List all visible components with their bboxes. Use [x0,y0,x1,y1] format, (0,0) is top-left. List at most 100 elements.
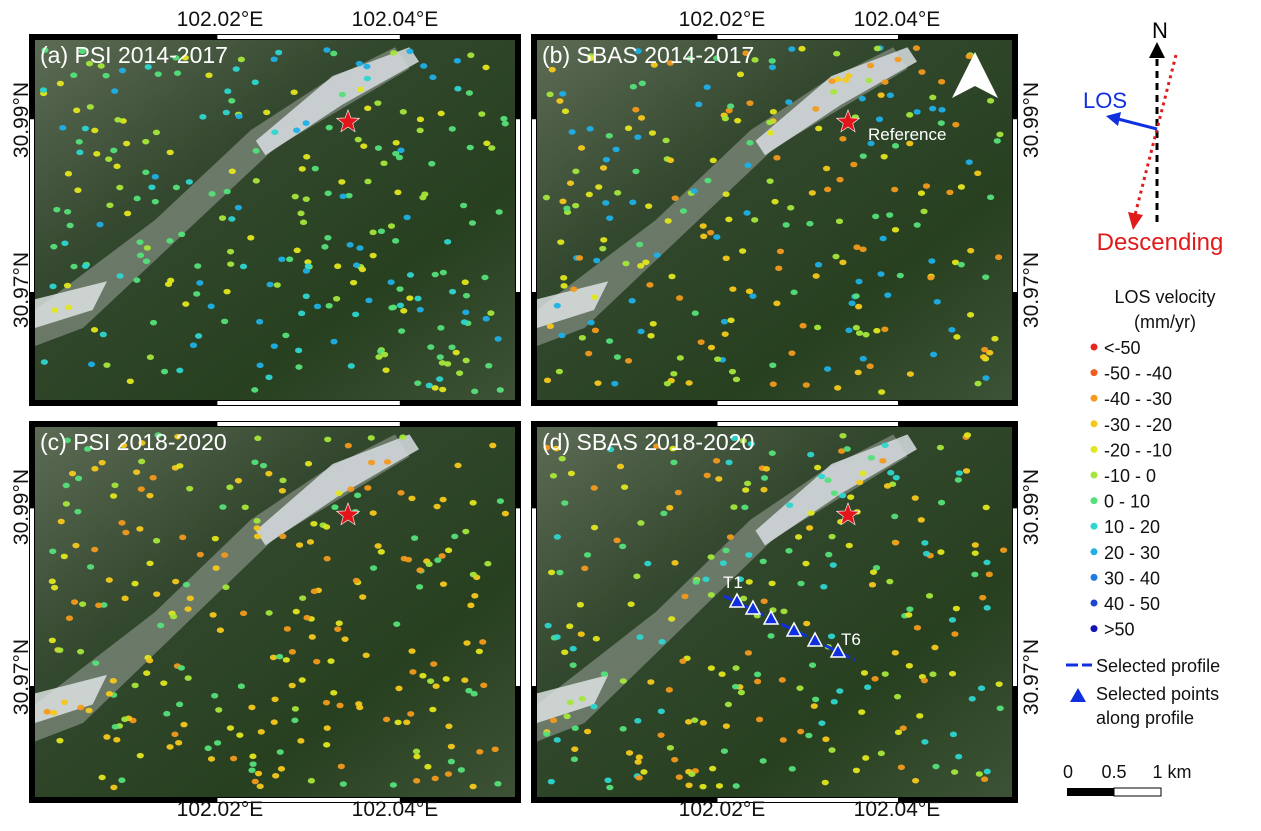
velocity-point [881,671,889,677]
velocity-point [703,84,711,90]
velocity-point [948,326,956,333]
velocity-point [806,220,814,227]
velocity-point [56,737,64,744]
velocity-point [496,387,504,393]
velocity-point [92,660,100,666]
velocity-point [160,368,169,375]
profile-line [723,594,856,662]
velocity-point [133,277,141,283]
velocity-point [721,115,729,122]
velocity-point [451,533,459,540]
velocity-point [322,699,331,706]
velocity-point [395,154,404,161]
velocity-point [454,85,462,92]
velocity-point [232,66,240,72]
latitude-label: 30.97°N [1020,252,1043,328]
velocity-point [352,311,360,318]
velocity-point [829,562,837,568]
velocity-point [429,74,437,81]
velocity-point [558,332,566,339]
scale-bar: 0 0.5 1 km [1063,762,1192,797]
velocity-point [668,616,676,622]
velocity-point [600,671,609,677]
velocity-point [605,338,614,344]
velocity-point [556,98,564,104]
velocity-point [937,120,945,126]
velocity-point [194,263,202,269]
velocity-point [722,255,730,262]
map-background [35,40,515,400]
longitude-label: 102.04°E [352,798,439,821]
velocity-point [963,432,972,438]
velocity-point [291,706,299,712]
velocity-point [444,547,453,554]
profile-point [744,599,762,615]
velocity-point [367,435,375,441]
velocity-point [799,322,807,329]
velocity-point [766,119,774,126]
velocity-point [560,283,568,289]
velocity-point [335,490,343,496]
velocity-point [828,533,836,540]
velocity-point [265,374,273,381]
velocity-point [282,657,290,663]
velocity-point [439,496,447,503]
velocity-point [56,647,64,653]
velocity-point [364,178,372,185]
velocity-point [798,45,806,52]
velocity-point [807,451,815,458]
velocity-point [109,493,118,499]
velocity-point [983,768,991,775]
velocity-point [880,153,888,160]
velocity-point [73,107,81,114]
velocity-point [721,331,729,337]
velocity-point [362,652,370,659]
legend-swatch [1090,420,1098,428]
velocity-point [982,375,990,381]
velocity-point [43,708,51,715]
flight-arrowhead [1128,212,1143,230]
velocity-point [660,510,668,517]
velocity-point [852,293,860,299]
velocity-point [713,234,721,240]
velocity-point [142,169,150,176]
velocity-point [62,501,70,507]
velocity-point [896,272,904,279]
velocity-point [768,58,776,64]
velocity-point [697,339,705,345]
velocity-point [346,242,354,248]
velocity-point [152,129,161,136]
velocity-point [189,342,198,349]
velocity-point [105,577,113,583]
velocity-point [581,565,589,572]
velocity-point [657,732,665,738]
velocity-point [413,777,421,784]
velocity-point [172,54,180,61]
velocity-point [341,636,349,642]
velocity-point [49,548,57,555]
velocity-point [839,259,847,266]
velocity-point [70,72,78,79]
velocity-point [805,525,814,531]
velocity-point [808,190,816,196]
velocity-point [478,111,486,117]
velocity-point [49,283,57,290]
velocity-point [628,297,636,304]
velocity-point [186,595,194,602]
velocity-point [148,184,156,191]
legend-swatch [1090,573,1098,581]
velocity-point [484,560,492,567]
velocity-point [70,263,78,270]
velocity-point [647,679,655,685]
velocity-point [751,217,759,223]
velocity-point [782,222,790,228]
velocity-point [743,210,751,216]
velocity-point [634,759,642,765]
velocity-point [425,561,433,568]
velocity-point [431,271,439,278]
velocity-point [637,263,645,269]
velocity-point [686,55,694,62]
legend-swatch [1090,394,1098,402]
velocity-point [712,55,721,62]
velocity-point [275,49,283,56]
